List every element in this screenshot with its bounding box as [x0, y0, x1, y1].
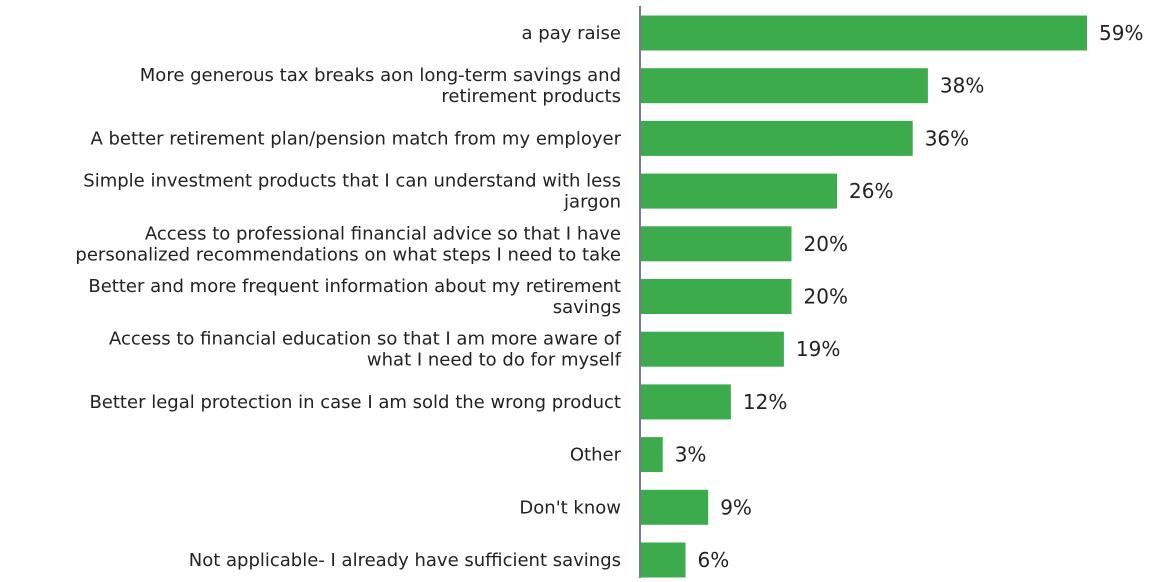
category-label-1-line-0: More generous tax breaks aon long-term s…	[140, 65, 621, 86]
category-label-8: Other	[570, 445, 622, 466]
category-label-3-line-0: Simple investment products that I can un…	[83, 171, 621, 192]
bar-10	[640, 542, 686, 578]
value-labels-group: 59% 38% 36% 26% 20% 20% 19% 12% 3% 9% 6%	[675, 21, 1144, 572]
value-label-5: 20%	[804, 285, 848, 309]
bar-8	[640, 437, 663, 473]
category-label-7: Better legal protection in case I am sol…	[89, 392, 621, 413]
category-label-6: Access to financial education so that I …	[109, 329, 622, 371]
value-label-9: 9%	[720, 495, 752, 519]
value-label-1: 38%	[940, 74, 984, 98]
category-label-6-line-1: what I need to do for myself	[367, 350, 622, 371]
category-label-0: a pay raise	[522, 23, 621, 44]
value-label-4: 20%	[804, 232, 848, 256]
category-label-10: Not applicable- I already have sufficien…	[189, 550, 621, 571]
category-label-3: Simple investment products that I can un…	[83, 171, 621, 213]
bar-2	[640, 120, 913, 156]
category-label-9: Don't know	[519, 497, 621, 518]
bar-3	[640, 173, 837, 209]
bar-6	[640, 331, 784, 367]
bar-5	[640, 279, 792, 314]
bar-7	[640, 384, 731, 420]
category-label-4-line-0: Access to professional financial advice …	[145, 223, 621, 244]
value-label-2: 36%	[925, 126, 969, 150]
category-label-2-line-0: A better retirement plan/pension match f…	[90, 128, 621, 149]
category-label-3-line-1: jargon	[563, 192, 621, 213]
bars-group	[640, 15, 1087, 578]
value-label-7: 12%	[743, 390, 787, 414]
bar-4	[640, 226, 792, 262]
category-label-5-line-0: Better and more frequent information abo…	[88, 276, 621, 297]
category-labels-group: a pay raise More generous tax breaks aon …	[75, 23, 621, 571]
category-label-4-line-1: personalized recommendations on what ste…	[75, 244, 621, 265]
category-label-9-line-0: Don't know	[519, 497, 621, 518]
value-label-6: 19%	[796, 337, 840, 361]
category-label-0-line-0: a pay raise	[522, 23, 621, 44]
bar-1	[640, 68, 928, 104]
value-label-0: 59%	[1099, 21, 1143, 45]
bar-9	[640, 489, 709, 525]
category-label-1: More generous tax breaks aon long-term s…	[140, 65, 621, 107]
category-label-1-line-1: retirement products	[441, 86, 621, 107]
category-label-2: A better retirement plan/pension match f…	[90, 128, 621, 149]
category-label-5-line-1: savings	[553, 297, 621, 318]
category-label-6-line-0: Access to financial education so that I …	[109, 329, 622, 350]
value-label-3: 26%	[849, 179, 893, 203]
category-label-10-line-0: Not applicable- I already have sufficien…	[189, 550, 621, 571]
value-label-10: 6%	[698, 548, 730, 572]
value-label-8: 3%	[675, 443, 707, 467]
category-label-7-line-0: Better legal protection in case I am sol…	[89, 392, 621, 413]
category-label-4: Access to professional financial advice …	[75, 223, 621, 265]
category-label-8-line-0: Other	[570, 445, 622, 466]
bar-0	[640, 15, 1087, 51]
category-label-5: Better and more frequent information abo…	[88, 276, 621, 318]
